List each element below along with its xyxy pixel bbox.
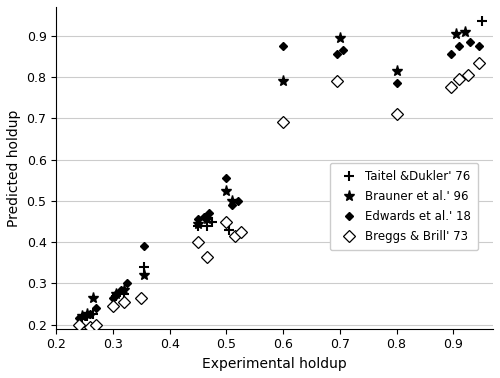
Legend: Taitel &Dukler' 76, Brauner et al.' 96, Edwards et al.' 18, Breggs & Brill' 73: Taitel &Dukler' 76, Brauner et al.' 96, … bbox=[330, 163, 478, 250]
Y-axis label: Predicted holdup: Predicted holdup bbox=[7, 109, 21, 226]
X-axis label: Experimental holdup: Experimental holdup bbox=[202, 357, 347, 371]
